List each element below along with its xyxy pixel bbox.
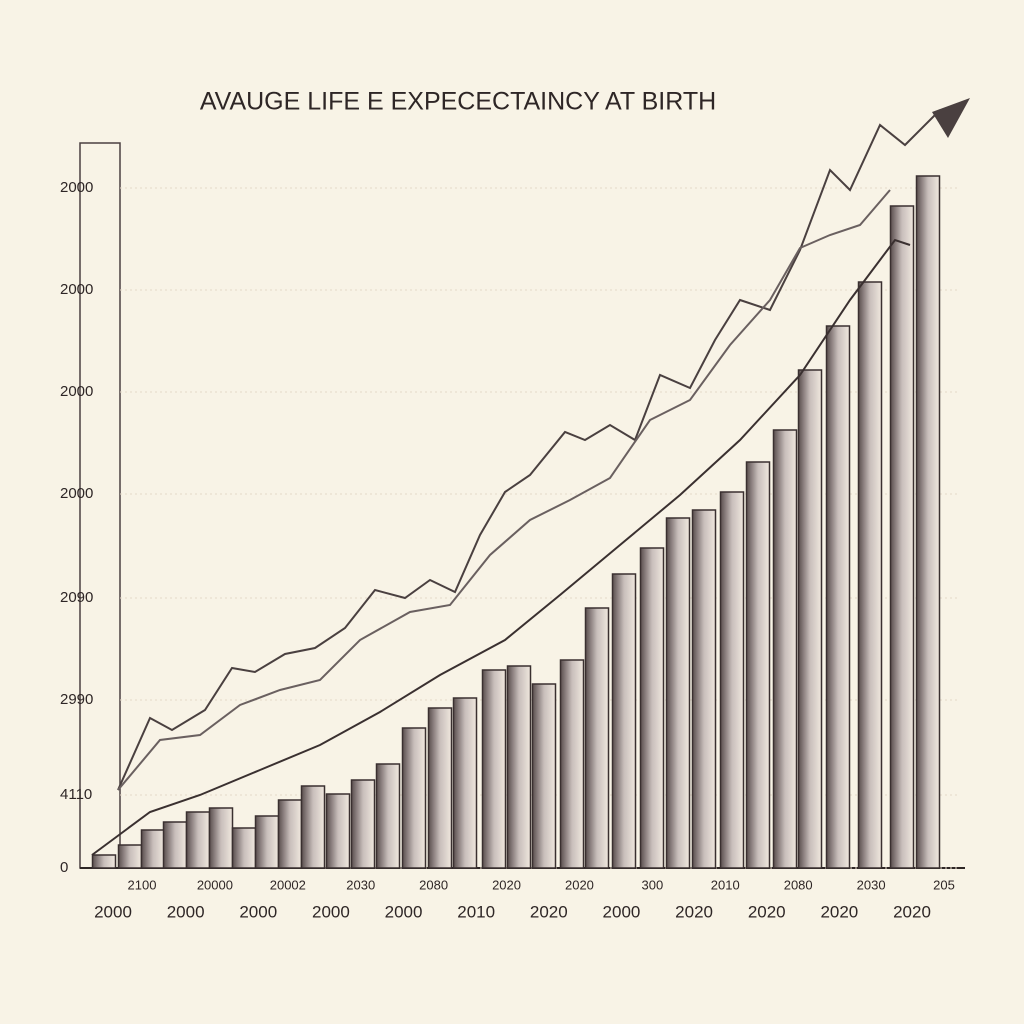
bar bbox=[915, 175, 941, 869]
bar bbox=[300, 785, 326, 869]
x-tick-label: 2100 bbox=[128, 877, 157, 892]
x-tick-label: 2020 bbox=[492, 877, 521, 892]
x-tick-label: 2020 bbox=[820, 902, 858, 921]
x-tick-label: 2000 bbox=[167, 902, 205, 921]
x-tick-label: 2020 bbox=[530, 902, 568, 921]
line bbox=[117, 189, 891, 791]
bar bbox=[797, 369, 823, 869]
x-tick-label: 2080 bbox=[419, 877, 448, 892]
x-tick-label: 2000 bbox=[385, 902, 423, 921]
bar bbox=[531, 683, 557, 869]
bar bbox=[559, 659, 585, 869]
y-tick-label: 4110 bbox=[60, 786, 92, 803]
bar bbox=[427, 707, 453, 869]
bar bbox=[772, 429, 798, 869]
y-tick-label: 2000 bbox=[60, 383, 93, 400]
bar bbox=[691, 509, 717, 869]
x-tick-label: 300 bbox=[642, 877, 664, 892]
bar bbox=[162, 821, 188, 869]
x-tick-label: 2020 bbox=[748, 902, 786, 921]
y-tick-label: 0 bbox=[60, 859, 68, 876]
bar bbox=[185, 811, 211, 869]
bar bbox=[254, 815, 280, 869]
x-tick-label: 2030 bbox=[857, 877, 886, 892]
bar bbox=[506, 665, 532, 869]
x-tick-label: 2020 bbox=[893, 902, 931, 921]
x-tick-label: 2020 bbox=[675, 902, 713, 921]
bar bbox=[350, 779, 376, 869]
x-tick-label: 2020 bbox=[565, 877, 594, 892]
bar bbox=[277, 799, 303, 869]
bar bbox=[719, 491, 745, 869]
bar bbox=[611, 573, 637, 869]
bar bbox=[231, 827, 257, 869]
line bbox=[91, 238, 911, 856]
bar bbox=[857, 281, 883, 869]
bar bbox=[665, 517, 691, 869]
x-tick-label: 2010 bbox=[457, 902, 495, 921]
x-tick-label: 2000 bbox=[312, 902, 350, 921]
bar bbox=[481, 669, 507, 869]
x-tick-label: 2000 bbox=[239, 902, 277, 921]
y-tick-label: 2090 bbox=[60, 589, 93, 606]
x-tick-label: 2000 bbox=[94, 902, 132, 921]
x-tick-label: 2010 bbox=[711, 877, 740, 892]
y-tick-label: 2990 bbox=[60, 691, 93, 708]
bar bbox=[117, 844, 143, 869]
x-tick-label: 2080 bbox=[784, 877, 813, 892]
y-tick-label: 2000 bbox=[60, 281, 93, 298]
bar bbox=[584, 607, 610, 869]
x-tick-label: 20000 bbox=[197, 877, 233, 892]
x-tick-label: 20002 bbox=[270, 877, 306, 892]
bar bbox=[208, 807, 234, 869]
bar bbox=[452, 697, 478, 869]
bar bbox=[889, 205, 915, 869]
bar bbox=[325, 793, 351, 869]
bar bbox=[401, 727, 427, 869]
bar bbox=[140, 829, 166, 869]
arrow-head bbox=[932, 98, 970, 138]
y-tick-label: 2000 bbox=[60, 179, 93, 196]
y-tick-label: 2000 bbox=[60, 485, 93, 502]
bar bbox=[825, 325, 851, 869]
x-tick-label: 2030 bbox=[346, 877, 375, 892]
x-tick-label: 2000 bbox=[603, 902, 641, 921]
x-tick-label: 205 bbox=[933, 877, 955, 892]
bar bbox=[639, 547, 665, 869]
chart-title: AVAUGE LIFE E EXPECECTAINCY AT BIRTH bbox=[200, 88, 716, 116]
bar bbox=[375, 763, 401, 869]
bar bbox=[745, 461, 771, 869]
bar bbox=[91, 854, 117, 869]
